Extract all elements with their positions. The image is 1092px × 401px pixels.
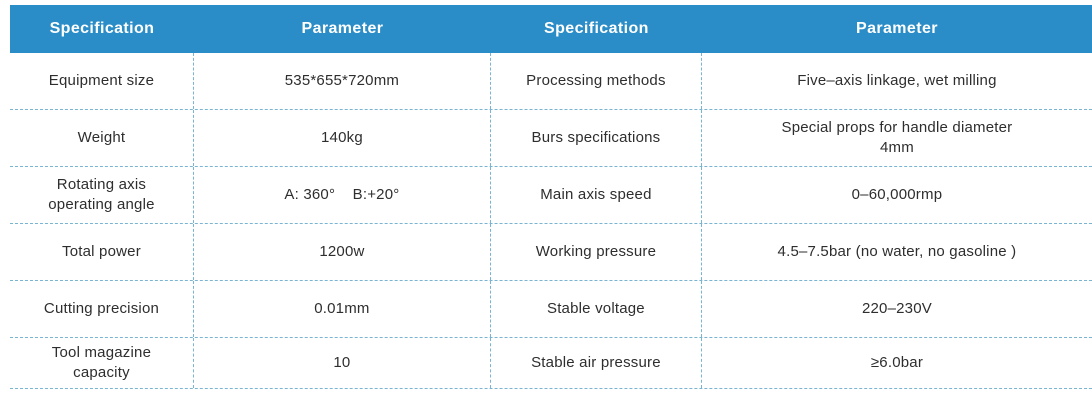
column-header-parameter-1: Parameter <box>301 20 384 37</box>
table-row: Total power 1200w Working pressure 4.5–7… <box>10 224 1092 281</box>
spec-cell: Main axis speed <box>491 167 702 223</box>
spec-cell: Weight <box>10 110 194 166</box>
column-header-specification-2: Specification <box>544 20 649 37</box>
spec-cell: Stable voltage <box>491 281 702 337</box>
spec-cell: Burs specifications <box>491 110 702 166</box>
table-header-row: Specification Parameter Specification Pa… <box>10 5 1092 53</box>
table-row: Rotating axis operating angle A: 360° B:… <box>10 167 1092 224</box>
param-cell: 10 <box>194 338 491 388</box>
param-cell: 535*655*720mm <box>194 53 491 109</box>
table-row: Tool magazine capacity 10 Stable air pre… <box>10 338 1092 389</box>
spec-cell: Cutting precision <box>10 281 194 337</box>
param-cell: 220–230V <box>861 299 932 317</box>
spec-cell: Stable air pressure <box>491 338 702 388</box>
param-cell: 4.5–7.5bar (no water, no gasoline ) <box>777 242 1017 260</box>
column-header-parameter-2: Parameter <box>856 20 938 37</box>
table-row: Cutting precision 0.01mm Stable voltage … <box>10 281 1092 338</box>
spec-cell: Processing methods <box>491 53 702 109</box>
spec-cell: Working pressure <box>491 224 702 280</box>
column-header-specification-1: Specification <box>49 20 155 37</box>
param-cell: A: 360° B:+20° <box>194 167 491 223</box>
param-cell: 0–60,000rmp <box>851 185 943 203</box>
spec-cell: Total power <box>10 224 194 280</box>
spec-cell: Tool magazine capacity <box>10 338 194 388</box>
param-cell: 0.01mm <box>194 281 491 337</box>
param-cell: ≥6.0bar <box>870 353 924 371</box>
param-cell: Special props for handle diameter 4mm <box>781 118 1013 156</box>
spec-cell: Equipment size <box>10 53 194 109</box>
table-row: Equipment size 535*655*720mm Processing … <box>10 53 1092 110</box>
param-cell: Five–axis linkage, wet milling <box>797 71 997 89</box>
param-cell: 1200w <box>194 224 491 280</box>
spec-table: Specification Parameter Specification Pa… <box>10 5 1092 389</box>
param-cell: 140kg <box>194 110 491 166</box>
table-row: Weight 140kg Burs specifications Special… <box>10 110 1092 167</box>
spec-cell: Rotating axis operating angle <box>10 167 194 223</box>
